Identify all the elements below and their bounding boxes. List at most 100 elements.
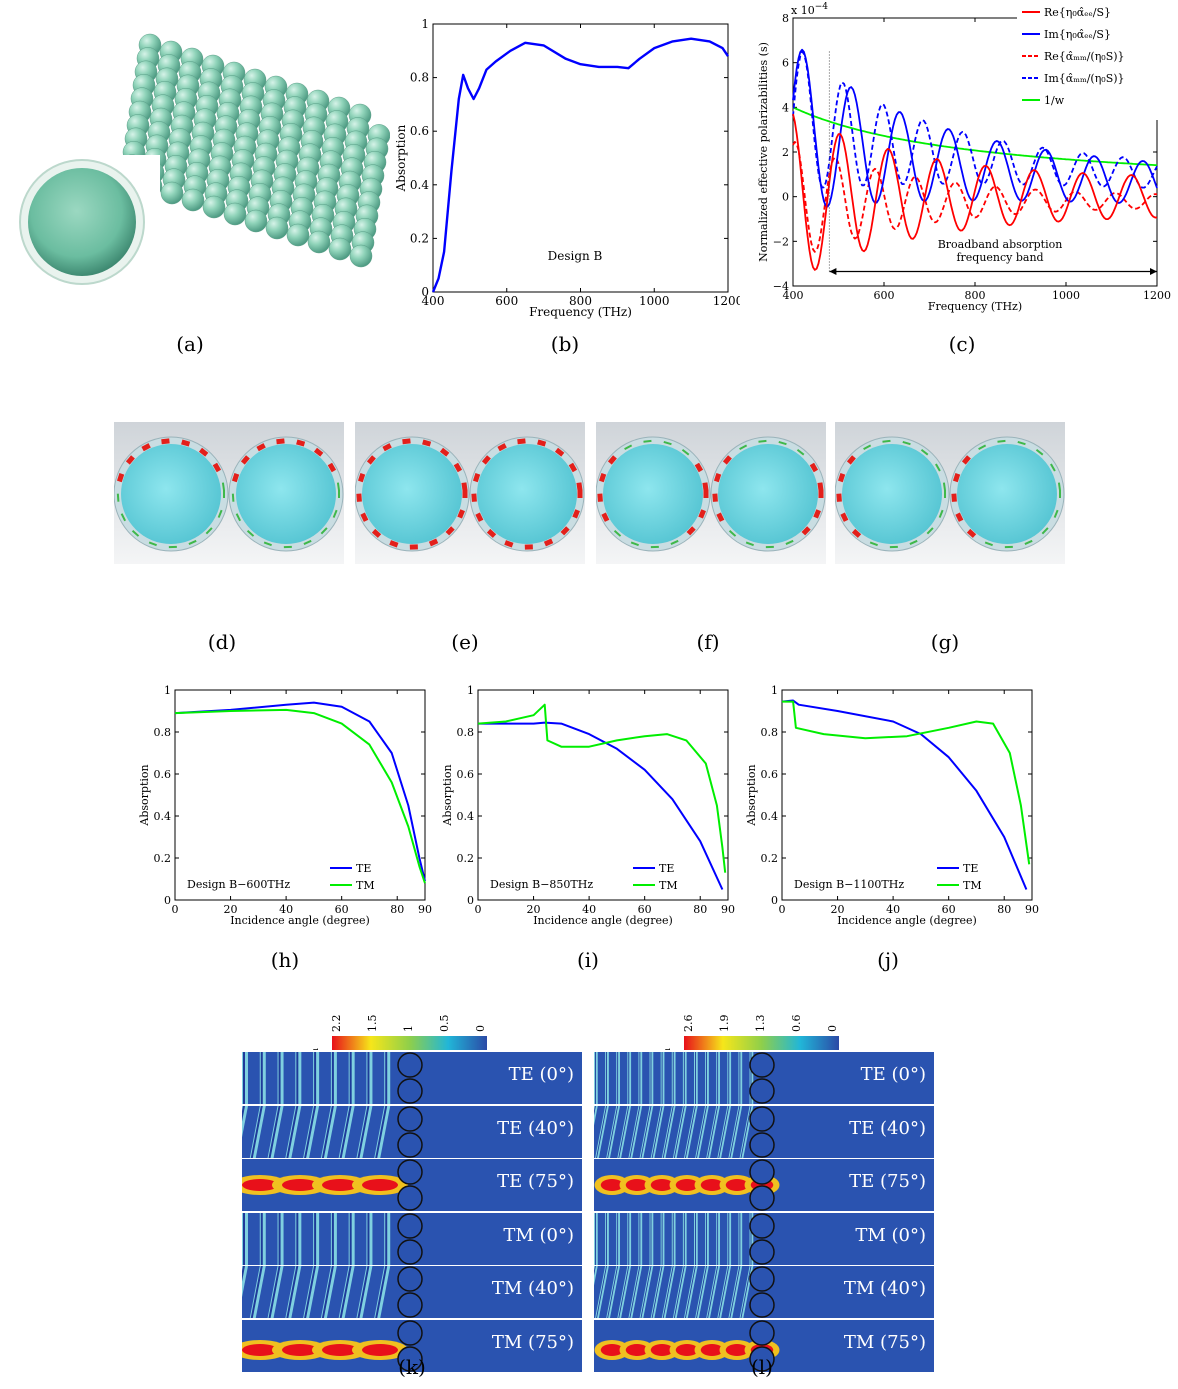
field-map [594,1105,934,1158]
current-arrow [276,438,285,445]
legend-label: TE [963,862,978,875]
field-band-dark [321,1266,334,1318]
field-band-dark [286,1105,299,1158]
band-arrow-right [1150,267,1157,275]
current-arrow [366,455,376,465]
sphere-outline [397,1078,423,1104]
current-arrow [1024,539,1033,545]
current-arrow [598,473,607,483]
field-band-dark [339,1266,352,1318]
field-band-dark [662,1105,674,1158]
field-band-dark [629,1266,641,1318]
y-axis-label: Normalized effective polarizabilities (s… [757,42,770,262]
current-arrow [702,482,709,491]
series-tm [782,700,1031,865]
current-arrow [713,473,722,483]
current-arrow [240,455,250,465]
field-band-dark [331,1212,334,1265]
field-band-dark [250,1266,263,1318]
colorbar-tick: 0 [474,1025,487,1032]
design-label: Design B−600THz [187,878,290,891]
field-lobe-core [600,1179,624,1191]
field-band-dark [685,1105,696,1158]
current-arrow [471,493,477,502]
x-tick-label: 600 [495,294,518,308]
field-lobe-core [322,1179,358,1191]
field-band [672,1105,687,1158]
y-axis-label: Absorption [138,764,151,826]
field-band-dark [304,1105,317,1158]
y-tick-label: 0.8 [761,726,779,739]
polarizability-curve [792,106,1158,167]
field-band-dark [594,1266,596,1276]
current-arrow [836,493,842,502]
current-arrow [116,473,125,483]
field-band-dark [357,1105,370,1158]
current-arrow [952,473,961,483]
caption-a: (a) [176,332,204,356]
array-sphere [286,223,310,247]
x-tick-label: 0 [172,903,179,916]
current-arrow [978,444,987,450]
field-band-dark [685,1266,696,1318]
sphere-outline [397,1131,423,1158]
field-band-dark [739,1052,741,1104]
current-arrow [909,539,918,545]
y-tick-label: 0.8 [410,71,429,85]
field-band-dark [717,1212,719,1265]
field-band-dark [595,1052,596,1104]
field-band-dark [628,1212,630,1265]
field-band-dark [243,1052,245,1104]
current-arrow [601,512,610,522]
x-axis-label: Incidence angle (degree) [837,914,977,927]
field-lobe-core [282,1343,318,1356]
colorbar-tick: 1.9 [718,1015,731,1033]
field-band-dark [740,1266,752,1318]
current-arrow [120,513,127,522]
field-band [728,1266,743,1318]
field-band [606,1105,620,1158]
field-row: TM (75°) [594,1319,934,1372]
field-band [660,1212,665,1265]
field-band-dark [339,1105,352,1158]
current-arrow [863,444,872,450]
y-tick-label: 1 [467,684,474,697]
current-arrow [698,509,706,519]
colorbar-tick: 2.2 [330,1015,343,1033]
field-row: TM (0°) [594,1212,934,1265]
field-band-dark [729,1266,741,1318]
field-lobe-core [650,1343,674,1356]
polarizability-curve [792,51,1158,189]
mode-panel-f [596,422,826,564]
field-band-dark [662,1266,674,1318]
sphere-core [236,444,336,544]
x-tick-label: 60 [638,903,652,916]
field-band-dark [695,1052,696,1104]
field-band-dark [296,1212,299,1265]
sphere-outline [749,1052,775,1078]
current-arrow [882,439,891,443]
colorbar-tick: 0.6 [790,1015,803,1033]
caption-k: (k) [398,1355,426,1379]
series-tm [174,708,426,884]
sphere-outline [749,1185,775,1211]
current-arrow [739,444,748,450]
field-band-dark [661,1212,663,1265]
field-band-dark [728,1212,730,1265]
field-lobe-core [362,1179,398,1191]
x-tick-label: 1000 [639,294,670,308]
absorption-curve [431,37,729,293]
legend-label: Im{η₀α̂ₑₑ/S} [1044,28,1111,41]
sphere-outline [749,1105,775,1132]
current-arrow [997,439,1006,443]
field-band-dark [596,1266,607,1318]
x-axis-label: Frequency (THz) [928,300,1022,313]
current-arrow [785,539,794,545]
current-arrow [461,482,468,491]
current-arrow [1041,527,1049,535]
field-band [295,1052,302,1104]
series-tm [477,703,727,873]
y-axis-label: Absorption [745,764,758,826]
current-arrow [141,443,151,452]
field-band-dark [349,1212,352,1265]
